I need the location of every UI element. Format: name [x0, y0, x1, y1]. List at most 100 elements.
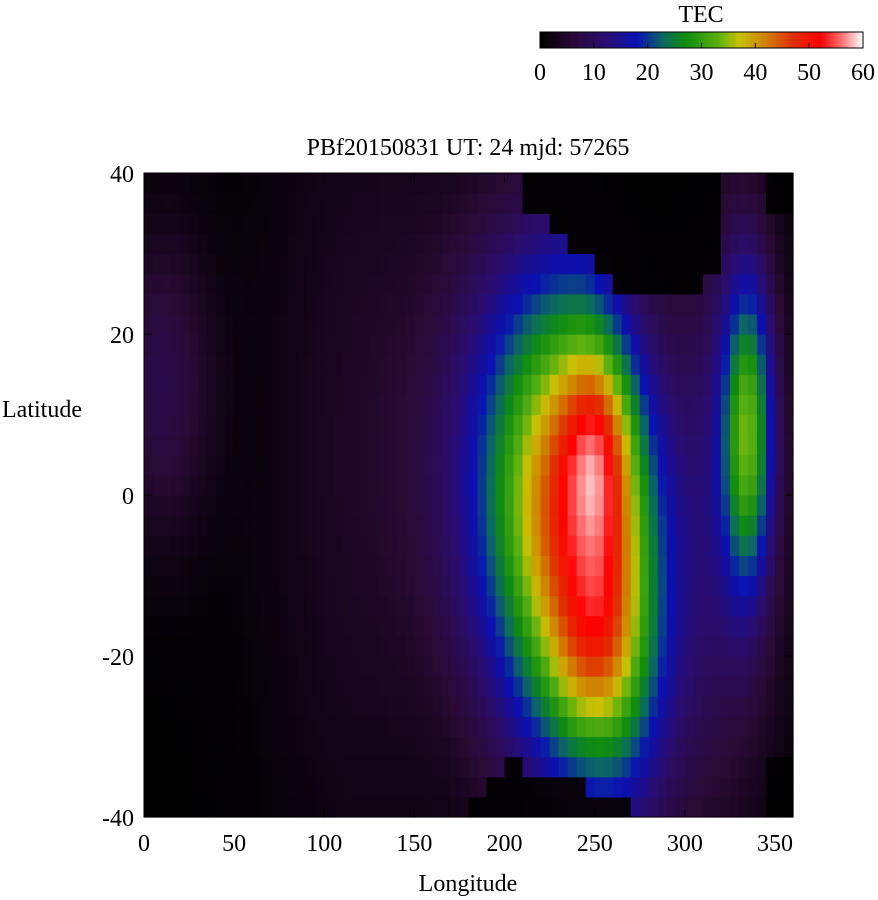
heatmap-cell	[432, 756, 443, 778]
heatmap-cell	[252, 374, 262, 395]
heatmap-cell	[450, 394, 461, 416]
heatmap-cell	[315, 515, 325, 536]
heatmap-cell	[729, 313, 740, 335]
heatmap-cell	[675, 374, 686, 395]
heatmap-cell	[144, 394, 154, 416]
heatmap-cell	[171, 293, 181, 315]
heatmap-cell	[414, 474, 425, 496]
heatmap-cell	[432, 515, 443, 536]
heatmap-cell	[243, 394, 253, 416]
heatmap-cell	[144, 434, 154, 456]
heatmap-cell	[153, 334, 163, 355]
heatmap-cell	[432, 615, 443, 637]
heatmap-cell	[342, 474, 352, 496]
heatmap-cell	[657, 656, 668, 677]
heatmap-cell	[486, 253, 497, 275]
heatmap-cell	[765, 736, 776, 758]
heatmap-cell	[342, 434, 352, 456]
heatmap-cell	[234, 354, 244, 375]
heatmap-cell	[711, 575, 722, 597]
heatmap-cell	[315, 454, 325, 476]
heatmap-cell	[756, 515, 767, 536]
heatmap-cell	[441, 193, 452, 214]
heatmap-cell	[405, 273, 416, 295]
heatmap-cell	[288, 656, 298, 677]
heatmap-cell	[747, 676, 758, 697]
heatmap-cell	[774, 776, 785, 798]
heatmap-cell	[369, 233, 379, 255]
heatmap-cell	[621, 394, 632, 416]
heatmap-cell	[675, 173, 686, 194]
heatmap-cell	[441, 575, 452, 597]
heatmap-cell	[459, 676, 470, 697]
heatmap-cell	[657, 454, 668, 476]
heatmap-cell	[234, 575, 244, 597]
heatmap-cell	[378, 374, 388, 395]
heatmap-cell	[657, 313, 668, 335]
heatmap-cell	[657, 374, 668, 395]
heatmap-cell	[513, 454, 524, 476]
heatmap-cell	[378, 555, 388, 577]
heatmap-cell	[216, 575, 226, 597]
heatmap-cell	[432, 696, 443, 717]
heatmap-cell	[756, 193, 767, 214]
heatmap-cell	[612, 555, 623, 577]
heatmap-cell	[531, 635, 542, 657]
heatmap-cell	[729, 414, 740, 436]
heatmap-cell	[405, 434, 416, 456]
heatmap-cell	[288, 454, 298, 476]
heatmap-cell	[459, 354, 470, 375]
heatmap-cell	[738, 716, 749, 738]
heatmap-cell	[216, 273, 226, 295]
heatmap-cell	[783, 233, 794, 255]
heatmap-cell	[693, 374, 704, 395]
heatmap-cell	[189, 354, 199, 375]
heatmap-cell	[333, 676, 343, 697]
heatmap-cell	[450, 635, 461, 657]
heatmap-cell	[765, 696, 776, 717]
heatmap-cell	[486, 454, 497, 476]
heatmap-cell	[216, 193, 226, 214]
heatmap-cell	[711, 193, 722, 214]
heatmap-cell	[207, 595, 217, 617]
heatmap-cell	[756, 374, 767, 395]
heatmap-cell	[738, 736, 749, 758]
heatmap-cell	[378, 313, 388, 335]
heatmap-cell	[477, 716, 488, 738]
heatmap-cell	[495, 334, 506, 355]
heatmap-cell	[603, 253, 614, 275]
heatmap-cell	[594, 515, 605, 536]
heatmap-cell	[639, 776, 650, 798]
heatmap-cell	[468, 696, 479, 717]
heatmap-cell	[531, 354, 542, 375]
heatmap-cell	[315, 635, 325, 657]
heatmap-cell	[441, 434, 452, 456]
heatmap-cell	[531, 414, 542, 436]
heatmap-cell	[459, 394, 470, 416]
heatmap-cell	[270, 474, 280, 496]
heatmap-cell	[738, 776, 749, 798]
heatmap-cell	[342, 334, 352, 355]
heatmap-cell	[306, 495, 316, 516]
heatmap-cell	[531, 253, 542, 275]
heatmap-cell	[666, 796, 677, 818]
heatmap-cell	[396, 293, 407, 315]
heatmap-cell	[675, 676, 686, 697]
heatmap-cell	[594, 535, 605, 556]
x-axis-ticks: 0 50 100 150 200 250 300 350	[138, 173, 793, 857]
heatmap-cell	[585, 495, 596, 516]
heatmap-cell	[630, 414, 641, 436]
heatmap-cell	[630, 434, 641, 456]
heatmap-cell	[720, 515, 731, 536]
heatmap-cell	[198, 193, 208, 214]
heatmap-cell	[756, 635, 767, 657]
heatmap-cell	[666, 253, 677, 275]
heatmap-cell	[666, 273, 677, 295]
heatmap-cell	[252, 716, 262, 738]
heatmap-cell	[621, 253, 632, 275]
heatmap-cell	[477, 293, 488, 315]
heatmap-cell	[684, 253, 695, 275]
heatmap-cell	[306, 233, 316, 255]
heatmap-cell	[315, 575, 325, 597]
heatmap-cell	[378, 334, 388, 355]
